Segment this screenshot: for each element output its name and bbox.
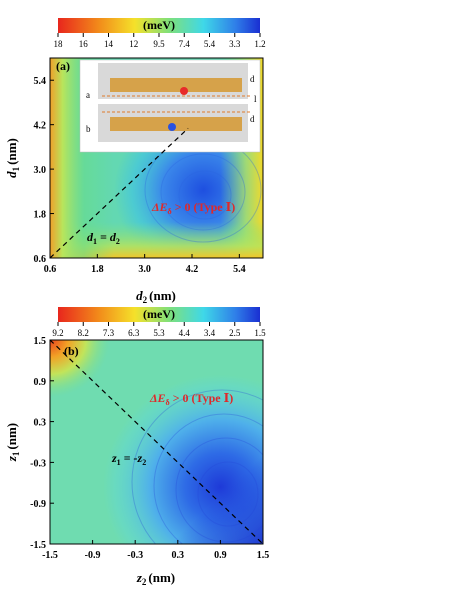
- x-tick-label-b: 0.9: [214, 550, 227, 561]
- y-tick-label-b: 0.9: [34, 377, 47, 388]
- y-tick-label-a: 5.4: [34, 76, 47, 87]
- y-ticks-a: 0.6 1.8 3.0 4.2 5.4: [34, 76, 54, 265]
- svg-text:ΔEδ > 0 (Type Ⅰ): ΔEδ > 0 (Type Ⅰ): [151, 200, 235, 216]
- svg-text:z1 = -z2: z1 = -z2: [111, 451, 146, 467]
- colorbar-b-tick-label: 3.4: [204, 328, 216, 338]
- colorbar-b-tick-label: 9.2: [52, 328, 63, 338]
- inset-schematic: d d l a b: [79, 59, 261, 153]
- colorbar-b-tick-label: 7.3: [103, 328, 115, 338]
- x-ticks-a: 0.6 1.8 3.0 4.2 5.4: [44, 254, 246, 275]
- colorbar-a: [58, 18, 260, 33]
- colorbar-a-label: (meV): [143, 18, 175, 32]
- colorbar-a-tick-label: 16: [79, 39, 89, 49]
- svg-text:a: a: [86, 90, 90, 100]
- y-tick-label-a: 4.2: [34, 121, 47, 132]
- diagonal-line-b: [49, 339, 264, 545]
- colorbar-b-tick-label: 4.4: [179, 328, 191, 338]
- colorbar-b: [58, 307, 260, 322]
- x-axis-label-a: d2 (nm): [136, 288, 176, 305]
- colorbar-a-tick-label: 3.3: [229, 39, 241, 49]
- panel-b: (meV) 9.2 8.2 7.3 6.3 5.3 4.4 3.4 2.5 1.5 (b) ΔE…: [4, 307, 269, 587]
- colorbar-b-label: (meV): [143, 307, 175, 321]
- x-tick-label-b: 1.5: [257, 550, 270, 561]
- x-tick-label-a: 0.6: [44, 264, 57, 275]
- svg-text:d: d: [250, 114, 255, 124]
- colorbar-a-ticks: 18 16 14 12 9.5 7.4 5.4 3.3 1.2: [54, 33, 266, 49]
- y-ticks-b: -1.5 -0.9 -0.3 0.3 0.9 1.5: [30, 336, 54, 551]
- x-tick-label-a: 4.2: [186, 264, 199, 275]
- panel-a: (meV) 18 16 14 12 9.5 7.4 5.4 3.3 1.2: [4, 18, 266, 305]
- line-label-b: z1 = -z2: [111, 451, 146, 467]
- line-label-a: d1 = d2: [87, 230, 120, 246]
- y-tick-label-a: 3.0: [34, 165, 47, 176]
- y-tick-label-b: 0.3: [34, 418, 47, 429]
- y-axis-label-a: d1(nm): [4, 138, 21, 178]
- plot-frame-a: [49, 57, 264, 259]
- layer-bottom: [110, 117, 242, 131]
- colorbar-a-tick-label: 1.2: [254, 39, 265, 49]
- panel-b-letter: (b): [64, 344, 79, 358]
- y-tick-label-b: -1.5: [30, 540, 46, 551]
- colorbar-a-tick-label: 7.4: [179, 39, 191, 49]
- y-tick-label-b: -0.9: [30, 499, 46, 510]
- svg-text:ΔEδ > 0 (Type Ⅰ): ΔEδ > 0 (Type Ⅰ): [149, 391, 233, 407]
- colorbar-a-tick-label: 12: [129, 39, 138, 49]
- panel-a-letter: (a): [56, 59, 70, 73]
- colorbar-a-tick-label: 9.5: [153, 39, 165, 49]
- annotation-a: ΔEδ > 0 (Type Ⅰ): [151, 200, 235, 216]
- x-tick-label-a: 3.0: [138, 264, 151, 275]
- x-tick-label-a: 5.4: [233, 264, 246, 275]
- colorbar-a-tick-label: 5.4: [204, 39, 216, 49]
- colorbar-a-tick-label: 14: [104, 39, 114, 49]
- plot-frame-b: [49, 339, 264, 545]
- colorbar-b-ticks: 9.2 8.2 7.3 6.3 5.3 4.4 3.4 2.5 1.5: [52, 322, 266, 338]
- marker-top: [180, 87, 188, 95]
- svg-text:l: l: [254, 94, 257, 104]
- svg-text:d1 = d2: d1 = d2: [87, 230, 120, 246]
- x-tick-label-b: -0.3: [127, 550, 143, 561]
- heatmap-b: [50, 340, 263, 544]
- x-axis-label-b: z2 (nm): [136, 570, 175, 587]
- diagonal-line-a: [49, 127, 189, 259]
- x-tick-label-a: 1.8: [91, 264, 104, 275]
- y-axis-label-b: z1(nm): [4, 423, 21, 462]
- svg-text:b: b: [86, 124, 91, 134]
- y-tick-label-b: -0.3: [30, 458, 46, 469]
- colorbar-b-tick-label: 2.5: [229, 328, 241, 338]
- layer-top: [110, 78, 242, 92]
- x-tick-label-b: -1.5: [42, 550, 58, 561]
- svg-text:d: d: [250, 74, 255, 84]
- colorbar-b-tick-label: 6.3: [128, 328, 140, 338]
- y-tick-label-a: 0.6: [34, 254, 47, 265]
- colorbar-b-tick-label: 8.2: [78, 328, 89, 338]
- colorbar-b-tick-label: 1.5: [254, 328, 266, 338]
- x-tick-label-b: -0.9: [85, 550, 101, 561]
- colorbar-a-tick-label: 18: [54, 39, 64, 49]
- x-ticks-b: -1.5 -0.9 -0.3 0.3 0.9 1.5: [42, 540, 269, 561]
- x-tick-label-b: 0.3: [172, 550, 185, 561]
- marker-bottom: [168, 123, 176, 131]
- y-tick-label-b: 1.5: [34, 336, 47, 347]
- y-tick-label-a: 1.8: [34, 210, 47, 221]
- annotation-b: ΔEδ > 0 (Type Ⅰ): [149, 391, 233, 407]
- colorbar-b-tick-label: 5.3: [153, 328, 165, 338]
